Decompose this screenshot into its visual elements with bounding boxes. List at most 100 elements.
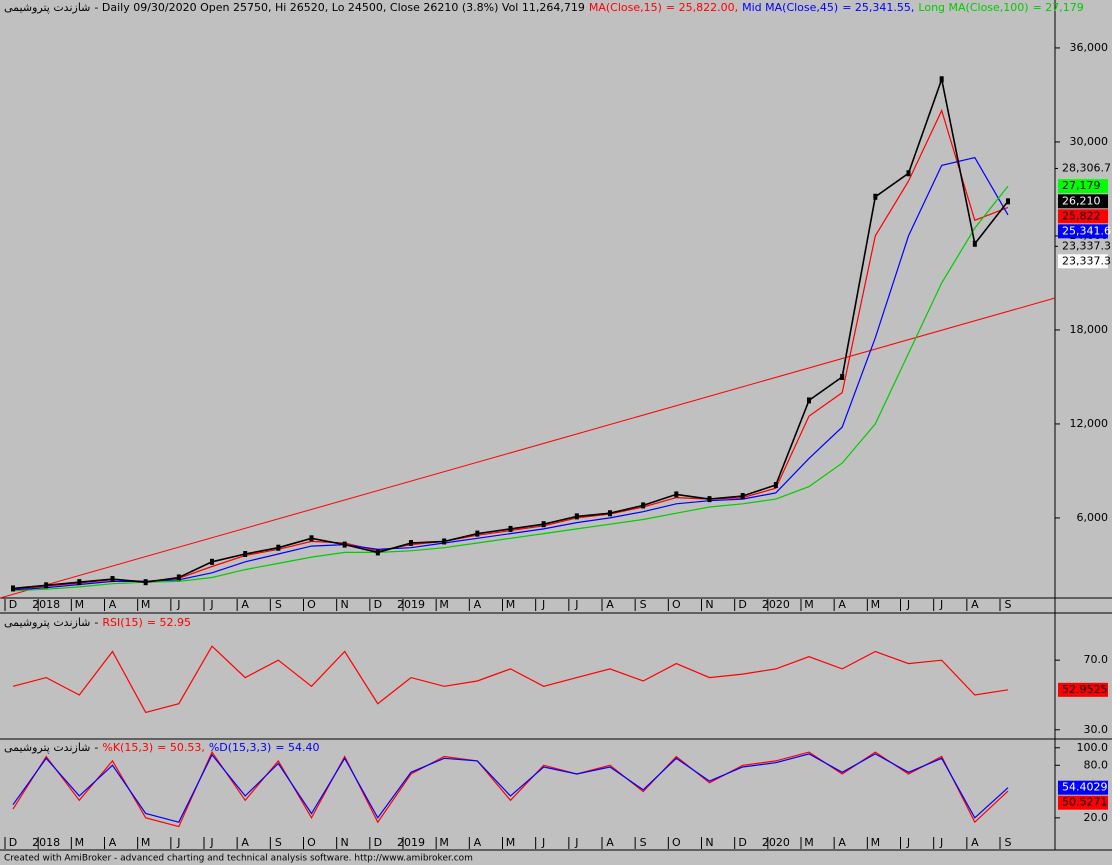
last-value-box xyxy=(1058,194,1108,209)
x-tick-label: D xyxy=(738,598,746,611)
x-tick-label: O xyxy=(307,598,316,611)
x-tick-label: M xyxy=(439,836,449,849)
close-marker xyxy=(972,240,977,247)
close-marker xyxy=(276,544,281,551)
close-marker xyxy=(243,550,248,557)
x-tick-label: D xyxy=(374,836,382,849)
last-value-label: 54.4029 xyxy=(1062,781,1108,794)
x-tick-label: A xyxy=(838,836,846,849)
x-tick-label: A xyxy=(474,836,482,849)
ticker: شازندت پتروشیمی xyxy=(4,616,90,629)
close-marker xyxy=(773,482,778,489)
close-marker xyxy=(906,170,911,177)
x-tick-label: M xyxy=(506,598,516,611)
close-marker xyxy=(807,397,811,404)
x-tick-label: 2018 xyxy=(32,598,60,611)
y-tick-label: 12,000 xyxy=(1070,417,1109,430)
y-tick-label: 20.0 xyxy=(1084,811,1109,824)
x-tick-label: M xyxy=(804,836,814,849)
indicator-line xyxy=(12,750,1009,828)
legend-name: %K(15,3) xyxy=(102,741,153,754)
close-marker xyxy=(740,493,745,500)
legend-name: Long MA(Close,100) xyxy=(918,1,1028,14)
x-tick-label: O xyxy=(672,836,681,849)
last-value-label: 23,337.3 xyxy=(1062,254,1111,267)
x-tick-label: A xyxy=(474,598,482,611)
x-tick-label: D xyxy=(9,836,17,849)
close-marker xyxy=(840,373,845,380)
last-value-box xyxy=(1058,254,1108,269)
close-marker xyxy=(442,538,447,545)
ticker: شازندت پتروشیمی xyxy=(4,741,90,754)
x-tick-label: J xyxy=(541,836,545,849)
x-tick-label: M xyxy=(506,836,516,849)
x-tick-label: S xyxy=(275,836,282,849)
x-tick-label: 2019 xyxy=(397,598,425,611)
last-value-box xyxy=(1058,682,1108,697)
indicator-line xyxy=(12,185,1009,592)
close-marker xyxy=(541,521,546,528)
x-tick-label: A xyxy=(606,836,614,849)
dash: - xyxy=(94,741,98,754)
close-marker xyxy=(475,530,480,537)
x-tick-label: A xyxy=(241,836,249,849)
x-tick-label: J xyxy=(574,598,578,611)
x-tick-label: J xyxy=(209,598,213,611)
close-marker xyxy=(143,579,148,586)
legend-name: Mid MA(Close,45) xyxy=(742,1,838,14)
y-tick-label: 36,000 xyxy=(1070,41,1109,54)
last-value-label: 25,822 xyxy=(1062,209,1101,222)
legend-name: %D(15,3,3) xyxy=(209,741,272,754)
x-tick-label: 2019 xyxy=(397,836,425,849)
x-tick-label: J xyxy=(541,598,545,611)
y-tick-label: 30.0 xyxy=(1084,723,1109,736)
close-marker xyxy=(77,579,82,586)
last-value-label: 27,179 xyxy=(1062,179,1101,192)
close-marker xyxy=(508,525,513,532)
x-tick-label: M xyxy=(141,836,151,849)
x-tick-label: M xyxy=(141,598,151,611)
close-marker xyxy=(939,76,944,83)
close-marker xyxy=(210,558,214,565)
x-tick-label: S xyxy=(1005,598,1012,611)
close-marker xyxy=(707,496,712,503)
y-tick-label: 6,000 xyxy=(1077,511,1109,524)
quote-info: - Daily 09/30/2020 Open 25750, Hi 26520,… xyxy=(94,1,584,14)
legend-name: MA(Close,15) xyxy=(589,1,662,14)
close-marker xyxy=(574,513,579,520)
legend-name: RSI(15) xyxy=(102,616,142,629)
trend-line xyxy=(0,297,1056,599)
close-marker xyxy=(608,510,612,517)
x-tick-label: A xyxy=(838,598,846,611)
x-tick-label: J xyxy=(176,836,180,849)
legend-value: = 50.53, xyxy=(157,741,205,754)
close-marker xyxy=(674,491,679,498)
close-marker xyxy=(375,549,380,556)
x-tick-label: J xyxy=(939,598,943,611)
x-tick-label: S xyxy=(640,836,647,849)
last-value-box xyxy=(1058,179,1108,194)
x-tick-label: J xyxy=(939,836,943,849)
legend-value: = 25,341.55, xyxy=(842,1,914,14)
x-tick-label: S xyxy=(275,598,282,611)
last-value-box xyxy=(1058,795,1108,810)
x-tick-label: A xyxy=(971,598,979,611)
y-tick-label: 18,000 xyxy=(1070,323,1109,336)
x-tick-label: J xyxy=(574,836,578,849)
last-value-box xyxy=(1058,209,1108,224)
x-tick-label: A xyxy=(241,598,249,611)
indicator-line xyxy=(12,753,1009,823)
y-tick-label: 100.0 xyxy=(1077,741,1109,754)
close-marker xyxy=(409,540,413,547)
last-value-box xyxy=(1058,780,1108,795)
x-tick-label: O xyxy=(672,598,681,611)
x-tick-label: N xyxy=(705,598,713,611)
x-tick-label: A xyxy=(606,598,614,611)
last-value-label: 28,306.7 xyxy=(1062,161,1111,174)
ticker: شازندت پتروشیمی xyxy=(4,1,90,14)
x-tick-label: J xyxy=(176,598,180,611)
last-value-label: 52.9525 xyxy=(1062,683,1108,696)
dash: - xyxy=(94,616,98,629)
close-marker xyxy=(110,576,115,583)
